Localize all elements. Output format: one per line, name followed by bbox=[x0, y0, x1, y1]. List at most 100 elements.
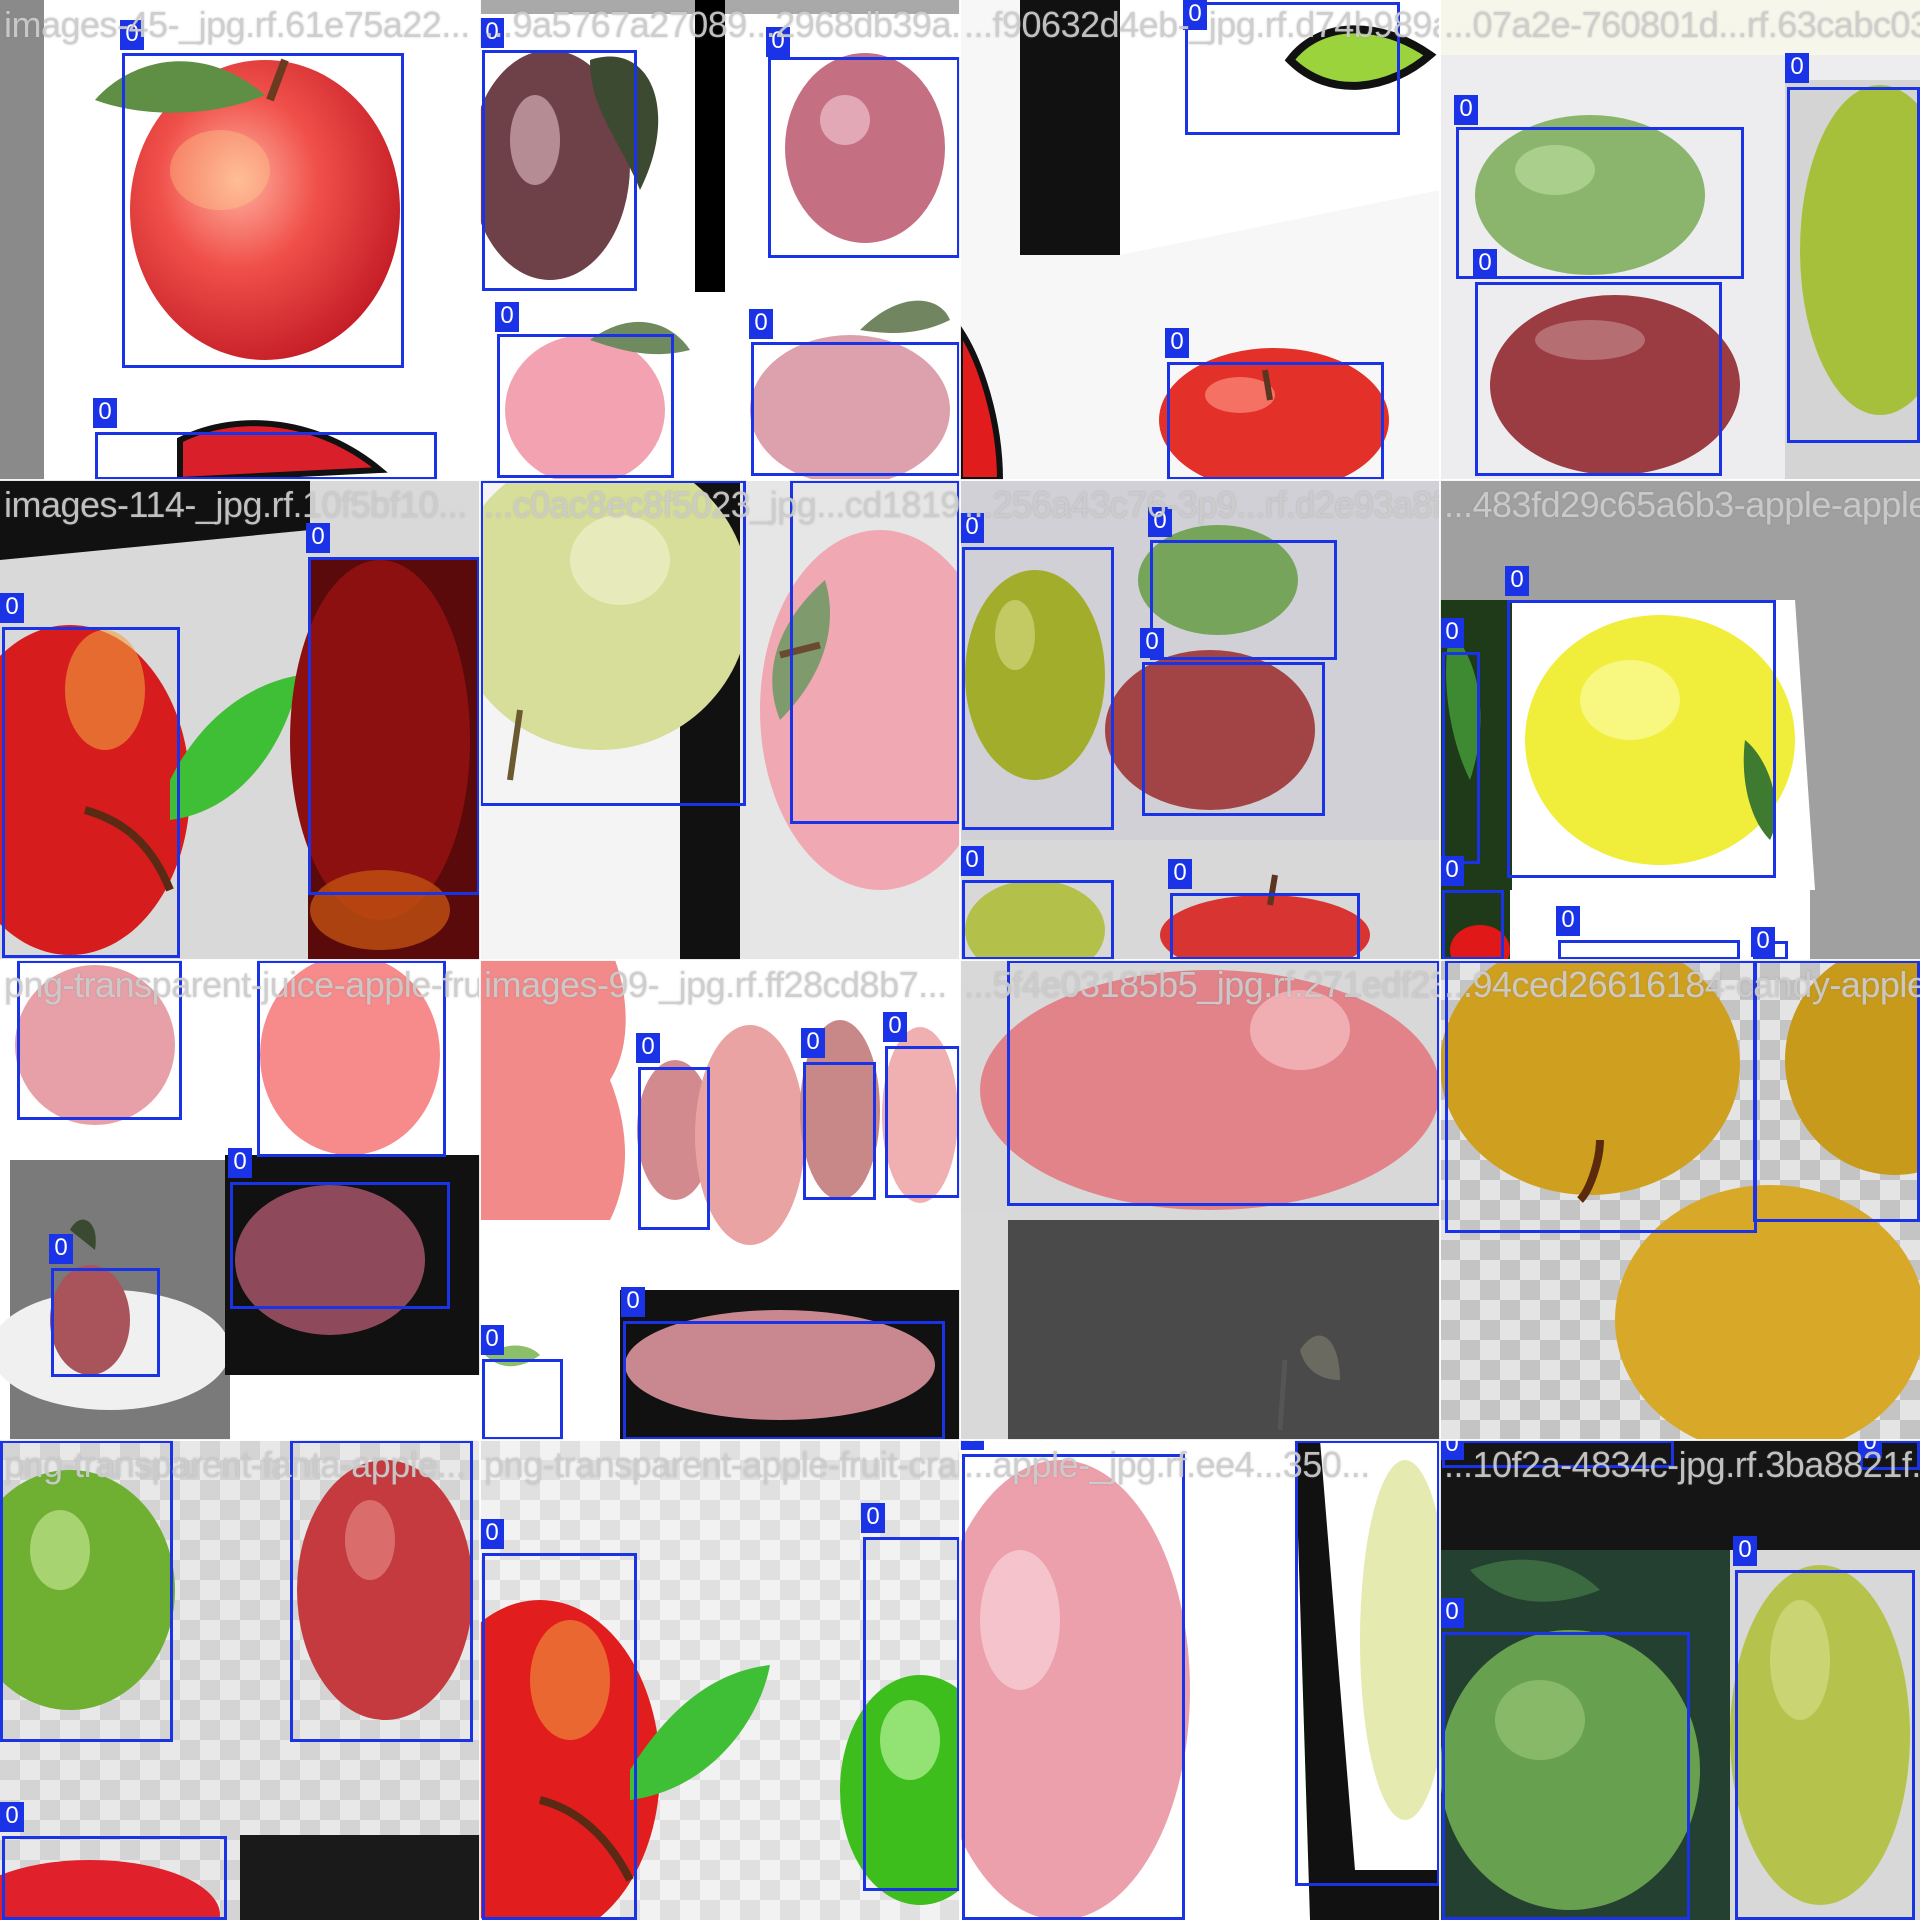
bounding-box bbox=[1295, 1440, 1440, 1886]
class-label-tag: 0 bbox=[1473, 249, 1497, 279]
class-label-tag: 0 bbox=[801, 1028, 825, 1058]
class-label-tag: 0 bbox=[1440, 1440, 1464, 1460]
bounding-box bbox=[2, 1836, 227, 1920]
tile-divider bbox=[0, 959, 1920, 961]
tile-image bbox=[480, 960, 960, 1440]
bounding-box bbox=[885, 1046, 960, 1198]
class-label-tag: 0 bbox=[1440, 856, 1464, 886]
class-label-tag: 0 bbox=[480, 1325, 504, 1355]
bounding-box bbox=[1442, 890, 1504, 960]
class-label-tag: 0 bbox=[1168, 859, 1192, 889]
bounding-box bbox=[2, 627, 180, 958]
class-label-tag: 0 bbox=[480, 1519, 504, 1549]
tile-image bbox=[1440, 1440, 1920, 1920]
bounding-box bbox=[863, 1537, 960, 1891]
class-label-tag: 0 bbox=[960, 1440, 984, 1450]
bounding-box bbox=[751, 342, 960, 476]
tile-image bbox=[0, 0, 480, 480]
bounding-box bbox=[768, 57, 960, 258]
class-label-tag: 0 bbox=[1140, 628, 1164, 658]
bounding-box bbox=[95, 432, 437, 480]
class-label-tag: 0 bbox=[749, 309, 773, 339]
class-label-tag: 0 bbox=[0, 1802, 24, 1832]
tile-image bbox=[1440, 0, 1920, 480]
class-label-tag: 0 bbox=[883, 1012, 907, 1042]
bounding-box bbox=[308, 557, 480, 895]
class-label-tag: 0 bbox=[1858, 1440, 1882, 1458]
bounding-box bbox=[1735, 1570, 1915, 1920]
bounding-box bbox=[1442, 1440, 1674, 1468]
class-label-tag: 0 bbox=[49, 1234, 73, 1264]
class-label-tag: 0 bbox=[228, 1148, 252, 1178]
bounding-box bbox=[962, 1454, 1185, 1920]
class-label-tag: 0 bbox=[1148, 507, 1172, 537]
bounding-box bbox=[790, 480, 960, 824]
bounding-box bbox=[803, 1062, 876, 1200]
class-label-tag: 0 bbox=[306, 523, 330, 553]
bounding-box bbox=[1787, 87, 1920, 443]
tile-image bbox=[960, 1440, 1440, 1920]
mosaic-tile-16: ...10f2a-4834c-jpg.rf.3ba8821f... 0 0 0 … bbox=[1440, 1440, 1920, 1920]
tile-image bbox=[480, 0, 960, 480]
bounding-box bbox=[480, 480, 746, 806]
bounding-box bbox=[482, 1553, 637, 1920]
class-label-tag: 0 bbox=[1165, 328, 1189, 358]
mosaic-tile-15: ...apple-_jpg.rf.ee4...350... 0 bbox=[960, 1440, 1440, 1920]
class-label-tag: 0 bbox=[621, 1287, 645, 1317]
class-label-tag: 0 bbox=[861, 1503, 885, 1533]
mosaic-tile-6: ...c0ac8ec8f5023_jpg...cd1819ff... 0 bbox=[480, 480, 960, 960]
bounding-box bbox=[482, 50, 637, 291]
mosaic-tile-7: ...256a43c76-3p9...rf.d2e93a8fe... 0 0 0… bbox=[960, 480, 1440, 960]
mosaic-tile-10: images-99-_jpg.rf.ff28cd8b7... 0 0 0 0 0 bbox=[480, 960, 960, 1440]
mosaic-tile-3: ...f90632d4eb-_jpg.rf.d74b989a... 0 0 bbox=[960, 0, 1440, 480]
mosaic-tile-1: images-45-_jpg.rf.61e75a22... 0 0 bbox=[0, 0, 480, 480]
bounding-box bbox=[0, 1440, 173, 1742]
class-label-tag: 0 bbox=[480, 18, 504, 48]
bounding-box bbox=[230, 1182, 450, 1309]
mosaic-tile-11: ...5f4e03185b5_jpg.rf.271edf23c... 0 bbox=[960, 960, 1440, 1440]
bounding-box bbox=[290, 1440, 473, 1742]
bounding-box bbox=[1558, 940, 1740, 960]
bounding-box bbox=[17, 960, 182, 1120]
class-label-tag: 0 bbox=[0, 593, 24, 623]
tile-image bbox=[480, 480, 960, 960]
bounding-box bbox=[1475, 282, 1722, 476]
bounding-box bbox=[1442, 652, 1480, 864]
mosaic-tile-5: images-114-_jpg.rf.10f5bf10... 0 0 bbox=[0, 480, 480, 960]
bounding-box bbox=[1150, 540, 1337, 660]
bounding-box bbox=[962, 547, 1114, 830]
tile-image bbox=[1440, 480, 1920, 960]
bounding-box bbox=[1753, 960, 1920, 1222]
class-label-tag: 0 bbox=[1440, 1598, 1464, 1628]
class-label-tag: 0 bbox=[120, 20, 144, 50]
bounding-box bbox=[122, 53, 404, 368]
bounding-box bbox=[497, 334, 674, 478]
tile-image bbox=[0, 960, 480, 1440]
class-label-tag: 0 bbox=[1183, 0, 1207, 30]
mosaic-tile-13: png-transparent-fanta-apple... 0 0 0 bbox=[0, 1440, 480, 1920]
bounding-box bbox=[1142, 662, 1325, 816]
tile-image bbox=[0, 480, 480, 960]
class-label-tag: 0 bbox=[1454, 95, 1478, 125]
bounding-box bbox=[1442, 1632, 1690, 1920]
tile-image bbox=[1440, 960, 1920, 1440]
bounding-box bbox=[962, 880, 1114, 960]
tile-divider bbox=[0, 479, 1920, 481]
bounding-box bbox=[1167, 362, 1384, 480]
bounding-box bbox=[1507, 600, 1776, 878]
mosaic-tile-9: png-transparent-juice-apple-fruit... 0 0… bbox=[0, 960, 480, 1440]
mosaic-tile-4: ...07a2e-760801d...rf.63cabc03... 0 0 0 bbox=[1440, 0, 1920, 480]
class-label-tag: 0 bbox=[636, 1033, 660, 1063]
class-label-tag: 0 bbox=[1440, 618, 1464, 648]
class-label-tag: 0 bbox=[1785, 53, 1809, 83]
class-label-tag: 0 bbox=[1556, 906, 1580, 936]
class-label-tag: 0 bbox=[495, 302, 519, 332]
tile-image bbox=[0, 1440, 480, 1920]
mosaic-tile-8: ...483fd29c65a6b3-apple-apple... 0 0 0 0… bbox=[1440, 480, 1920, 960]
bounding-box bbox=[1170, 893, 1360, 960]
bounding-box bbox=[482, 1359, 563, 1440]
bounding-box bbox=[1456, 127, 1744, 279]
class-label-tag: 0 bbox=[960, 513, 984, 543]
bounding-box bbox=[1185, 2, 1400, 135]
